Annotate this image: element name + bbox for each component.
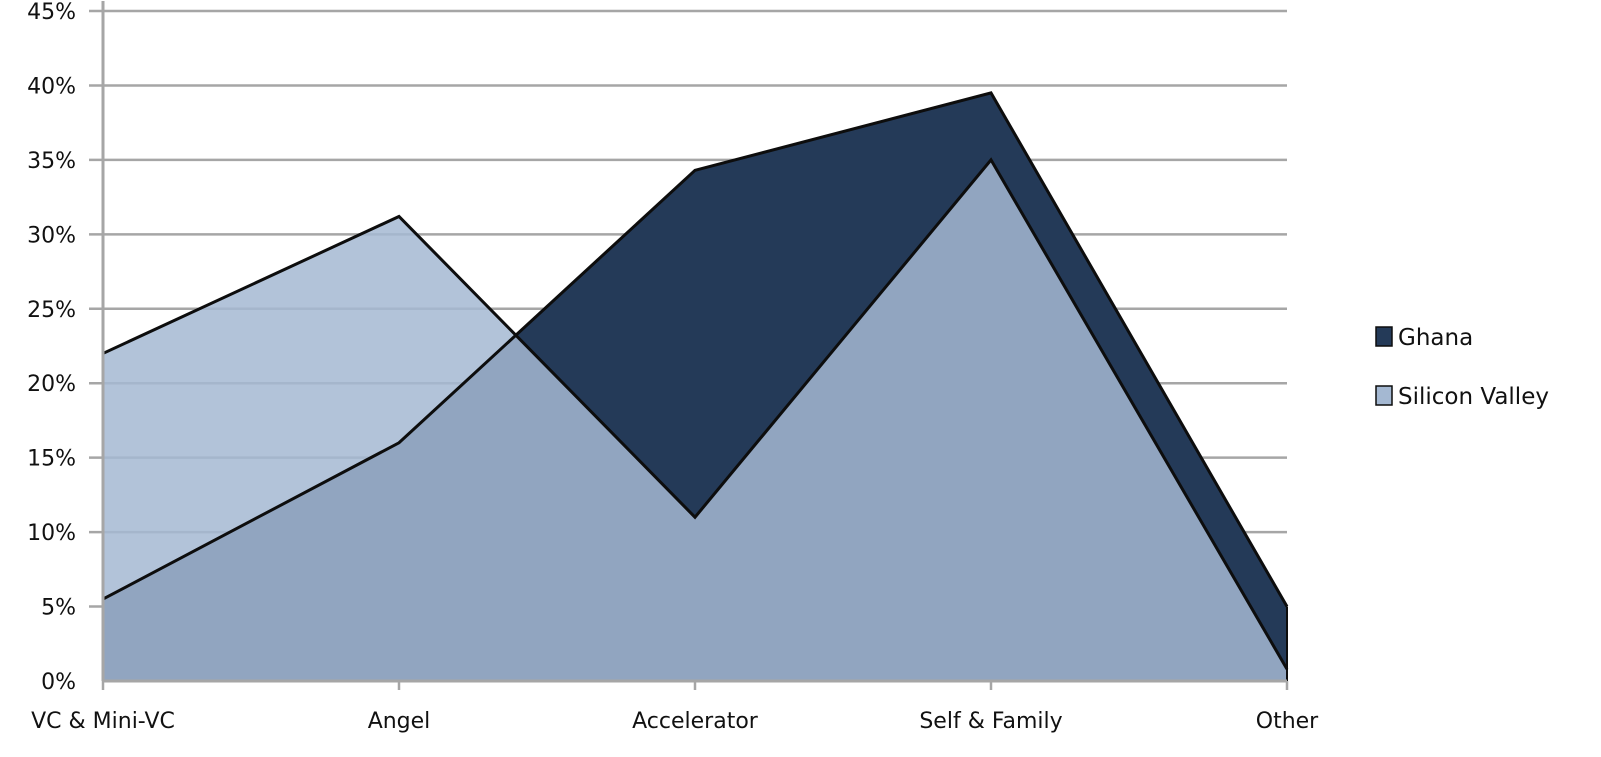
y-tick-label: 25% xyxy=(27,298,76,323)
legend-label-silicon-valley: Silicon Valley xyxy=(1398,384,1549,410)
legend[interactable]: Ghana Silicon Valley xyxy=(1375,325,1549,410)
plot-areas xyxy=(102,91,1289,681)
legend-swatch-ghana xyxy=(1375,326,1393,347)
y-tick-label: 30% xyxy=(27,223,76,248)
area-silicon-valley xyxy=(103,159,1287,681)
y-tick-label: 35% xyxy=(27,149,76,174)
legend-label-ghana: Ghana xyxy=(1398,325,1473,351)
x-tick-label: VC & Mini-VC xyxy=(31,709,175,734)
axes: 0% 5% 10% 15% 20% 25% 30% 35% 40% 45% VC & Mini-VC… xyxy=(27,0,1319,734)
x-tick-label: Self & Family xyxy=(919,709,1062,734)
y-tick-label: 45% xyxy=(27,0,76,25)
x-tick-label: Accelerator xyxy=(632,709,759,734)
legend-swatch-silicon-valley xyxy=(1375,385,1393,406)
y-tick-label: 40% xyxy=(27,74,76,99)
y-tick-label: 15% xyxy=(27,447,76,472)
x-tick-label: Other xyxy=(1256,709,1319,734)
y-tick-label: 20% xyxy=(27,372,76,397)
y-tick-label: 5% xyxy=(41,596,76,621)
y-tick-label: 10% xyxy=(27,521,76,546)
y-tick-label: 0% xyxy=(41,670,76,695)
x-tick-label: Angel xyxy=(368,709,431,734)
line-ghana xyxy=(102,91,1289,608)
line-silicon-valley xyxy=(102,157,1289,670)
